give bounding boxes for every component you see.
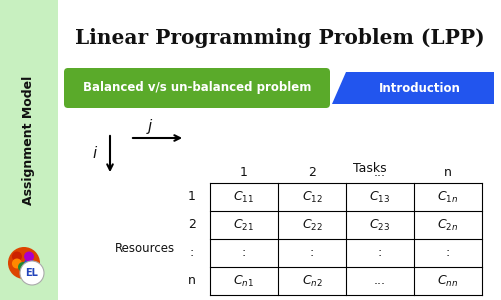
Text: n: n — [444, 167, 452, 179]
Text: Introduction: Introduction — [379, 82, 461, 94]
Text: j: j — [147, 118, 152, 134]
Text: $C_{n2}$: $C_{n2}$ — [302, 274, 323, 289]
Text: i: i — [93, 146, 97, 161]
Text: $C_{nn}$: $C_{nn}$ — [437, 274, 458, 289]
Text: n: n — [188, 274, 196, 287]
Text: $C_{23}$: $C_{23}$ — [369, 218, 391, 232]
Text: EL: EL — [26, 268, 39, 278]
FancyBboxPatch shape — [64, 68, 330, 108]
Circle shape — [24, 259, 34, 269]
Text: :: : — [378, 247, 382, 260]
FancyBboxPatch shape — [0, 0, 58, 300]
Text: 1: 1 — [188, 190, 196, 203]
Text: Balanced v/s un-balanced problem: Balanced v/s un-balanced problem — [83, 82, 311, 94]
Circle shape — [12, 259, 22, 269]
Circle shape — [18, 262, 28, 272]
Text: ...: ... — [374, 167, 386, 179]
Text: $C_{11}$: $C_{11}$ — [233, 190, 255, 205]
Text: $C_{13}$: $C_{13}$ — [369, 190, 391, 205]
Text: ...: ... — [374, 274, 386, 287]
Polygon shape — [332, 72, 494, 104]
Text: 2: 2 — [308, 167, 316, 179]
Text: $C_{22}$: $C_{22}$ — [302, 218, 323, 232]
Text: Linear Programming Problem (LPP): Linear Programming Problem (LPP) — [75, 28, 484, 48]
Text: 2: 2 — [188, 218, 196, 232]
Text: 1: 1 — [240, 167, 248, 179]
Text: $C_{1n}$: $C_{1n}$ — [437, 190, 458, 205]
Text: Assignment Model: Assignment Model — [23, 75, 36, 205]
Text: $C_{21}$: $C_{21}$ — [233, 218, 255, 232]
Circle shape — [20, 261, 44, 285]
Text: :: : — [446, 247, 450, 260]
Text: $C_{2n}$: $C_{2n}$ — [437, 218, 458, 232]
Text: :: : — [242, 247, 246, 260]
Text: Resources: Resources — [115, 242, 175, 254]
Circle shape — [8, 247, 40, 279]
Text: $C_{12}$: $C_{12}$ — [302, 190, 323, 205]
Text: $C_{n1}$: $C_{n1}$ — [233, 274, 255, 289]
Text: :: : — [310, 247, 314, 260]
Text: Tasks: Tasks — [353, 161, 387, 175]
Circle shape — [12, 251, 22, 262]
Text: :: : — [190, 247, 194, 260]
Circle shape — [24, 251, 34, 262]
